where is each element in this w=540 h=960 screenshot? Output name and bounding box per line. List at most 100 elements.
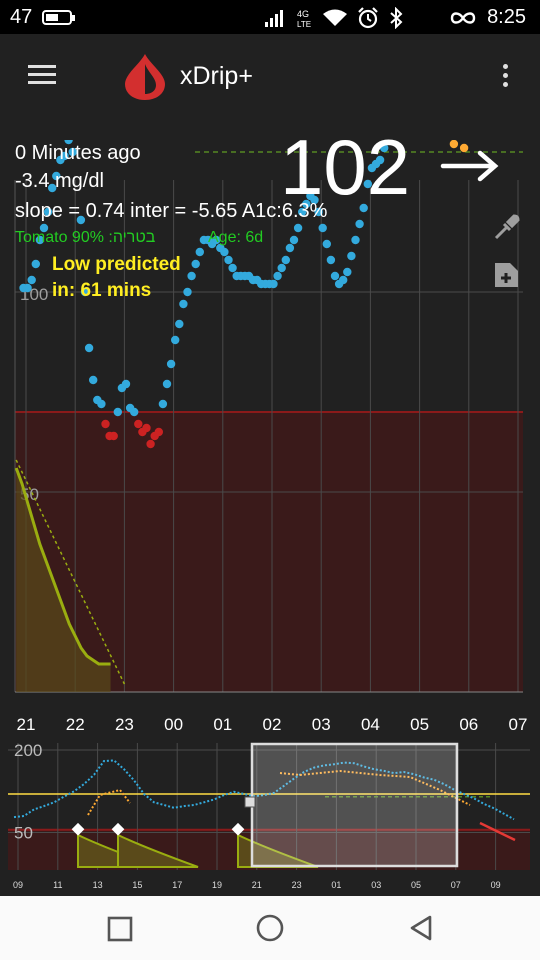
glucose-point	[175, 319, 184, 329]
high-point	[459, 143, 469, 153]
glucose-point	[134, 419, 143, 429]
x-tick-label: 21	[17, 715, 36, 734]
glucose-point	[183, 287, 192, 297]
viewport-handle	[244, 796, 256, 808]
glucose-point	[228, 263, 237, 273]
glucose-point	[113, 407, 123, 417]
overview-x-tick-label: 05	[411, 880, 421, 890]
x-tick-label: 22	[66, 715, 85, 734]
glucose-point	[359, 203, 368, 213]
app-title: xDrip+	[180, 62, 253, 90]
overview-x-tick-label: 19	[212, 880, 222, 890]
x-tick-label: 00	[164, 715, 183, 734]
clock: 8:25	[487, 6, 526, 28]
overview-chart[interactable]: 09 11 13 15 17 19 21 23 01 03 05 07 09 50 200	[0, 735, 540, 895]
glucose-point	[339, 275, 348, 285]
glucose-point	[68, 147, 77, 157]
overview-x-tick-label: 09	[13, 880, 23, 890]
glucose-point	[310, 195, 319, 205]
glucose-point	[84, 343, 94, 353]
glucose-point	[109, 431, 118, 441]
glucose-point	[298, 207, 307, 217]
trend-arrow-icon	[440, 150, 499, 182]
glucose-point	[322, 239, 331, 249]
insulin-curve	[14, 467, 111, 666]
glucose-point	[121, 379, 131, 389]
glucose-point	[351, 235, 360, 245]
overview-x-tick-label: 03	[371, 880, 381, 890]
overview-x-tick-label: 15	[132, 880, 142, 890]
glucose-point	[302, 199, 311, 209]
glucose-point	[158, 399, 168, 409]
xdrip-logo-icon	[125, 54, 165, 100]
glucose-point	[318, 223, 327, 233]
x-tick-label: 06	[459, 715, 478, 734]
glucose-point	[101, 419, 110, 429]
glucose-point	[31, 259, 40, 269]
glucose-point	[179, 299, 188, 309]
glucose-point	[146, 439, 155, 449]
infinity-icon	[450, 11, 476, 24]
system-navigation-bar	[0, 896, 540, 960]
delta-label: -3.4 mg/dl	[15, 170, 104, 192]
glucose-point	[80, 287, 90, 297]
svg-text:4G: 4G	[297, 9, 309, 19]
glucose-point	[375, 155, 385, 165]
overview-y-tick-label: 50	[14, 824, 33, 843]
glucose-point	[52, 171, 61, 181]
glucose-point	[224, 255, 233, 265]
glucose-point	[64, 140, 73, 145]
signal-icon	[265, 9, 284, 27]
overview-high-segment	[87, 788, 131, 816]
bluetooth-icon	[390, 6, 403, 29]
overview-x-tick-label: 17	[172, 880, 182, 890]
glucose-point	[60, 151, 69, 161]
home-button-icon[interactable]	[256, 914, 284, 942]
overview-y-tick-label: 200	[14, 741, 42, 760]
glucose-point	[285, 243, 295, 253]
x-tick-label: 02	[263, 715, 282, 734]
glucose-point	[171, 335, 180, 345]
add-note-icon[interactable]	[492, 260, 520, 290]
glucose-point	[273, 271, 282, 281]
glucose-point	[314, 207, 323, 217]
glucose-point	[330, 271, 340, 281]
viewport-selection	[250, 742, 459, 868]
overview-insulin-hump	[117, 833, 199, 868]
glucose-point	[220, 247, 229, 257]
x-tick-label: 04	[361, 715, 380, 734]
x-tick-label: 23	[115, 715, 134, 734]
glucose-point	[343, 267, 352, 277]
prediction-line2: in: 61 mins	[52, 280, 152, 301]
overflow-menu-icon[interactable]	[503, 64, 509, 91]
recents-button-icon[interactable]	[107, 916, 133, 942]
glucose-point	[277, 263, 286, 273]
overview-low-forecast	[479, 821, 516, 842]
sensor-age-label: Age: 6d	[208, 229, 264, 246]
glucose-point	[23, 283, 32, 293]
prediction-line1: Low predicted	[52, 254, 181, 275]
glucose-point	[97, 399, 106, 409]
wifi-icon	[323, 9, 348, 26]
svg-text:LTE: LTE	[297, 20, 311, 28]
low-zone	[15, 412, 523, 692]
overview-x-tick-label: 13	[93, 880, 103, 890]
back-button-icon[interactable]	[408, 914, 434, 942]
main-glucose-chart[interactable]: 212223000102030405060750100150200	[0, 140, 540, 735]
glucose-point	[289, 235, 299, 245]
glucose-point	[212, 235, 221, 245]
glucose-point	[326, 255, 336, 265]
glucose-point	[191, 259, 200, 269]
blood-test-pipette-icon[interactable]	[492, 212, 520, 242]
x-tick-label: 01	[213, 715, 232, 734]
status-bar: 47 4G LTE 8:25	[0, 0, 540, 34]
x-tick-label: 03	[312, 715, 331, 734]
minutes-ago-label: 0 Minutes ago	[15, 142, 141, 164]
glucose-point	[363, 179, 372, 189]
menu-icon[interactable]	[28, 65, 56, 85]
sensor-battery-label: Tomato 90% :בטריה	[15, 229, 156, 246]
glucose-point	[43, 207, 53, 217]
battery-icon	[42, 10, 76, 25]
overview-glucose-line	[13, 759, 515, 821]
overview-x-tick-label: 07	[451, 880, 461, 890]
